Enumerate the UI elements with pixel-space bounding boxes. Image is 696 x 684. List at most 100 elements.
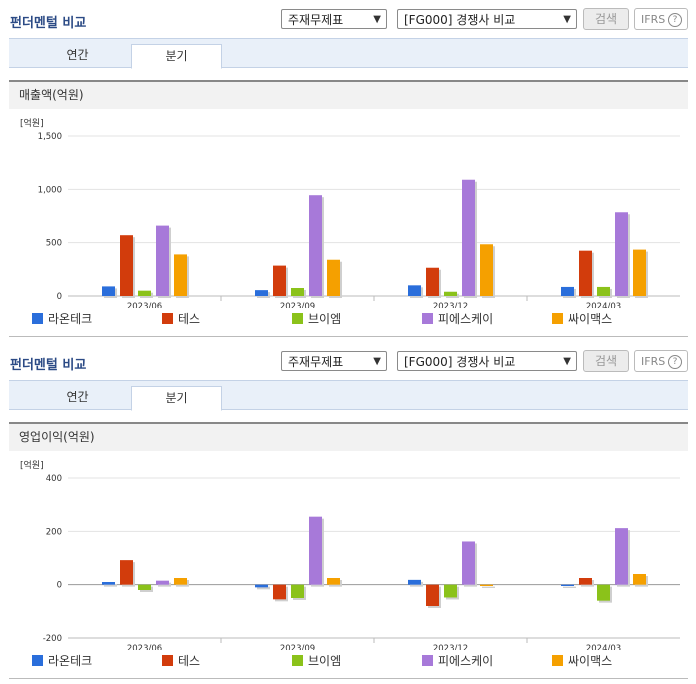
bar <box>633 249 646 296</box>
bar <box>138 290 151 296</box>
bar <box>561 286 574 296</box>
x-tick-label: 2024/03 <box>586 302 621 308</box>
bar <box>462 541 475 585</box>
comparison-select[interactable]: [FG000] 경쟁사 비교 ▼ <box>397 351 577 371</box>
chevron-down-icon: ▼ <box>373 356 381 367</box>
y-tick-label: 1,000 <box>38 185 62 195</box>
legend-label: 피에스케이 <box>438 312 494 326</box>
y-unit-label: [억원] <box>20 117 44 129</box>
search-button[interactable]: 검색 <box>583 350 629 372</box>
period-tabs: 연간 분기 <box>9 38 688 69</box>
bar <box>273 265 286 296</box>
operating-profit-panel: 펀더멘털 비교 주재무제표 ▼ [FG000] 경쟁사 비교 ▼ 검색 IFRS? … <box>0 342 696 684</box>
chart-legend: 라온테크 테스 브이엠 피에스케이 싸이맥스 <box>0 310 696 330</box>
legend-label: 라온테크 <box>48 654 93 668</box>
legend-item[interactable]: 라온테크 <box>32 312 92 326</box>
x-tick-label: 2023/06 <box>127 644 162 650</box>
legend-swatch <box>292 313 303 324</box>
bar-shadow <box>563 586 576 588</box>
bar <box>156 580 169 585</box>
y-tick-label: 0 <box>57 581 62 591</box>
bar <box>597 584 610 601</box>
bar-shadow <box>257 586 270 590</box>
bar-shadow <box>482 586 495 588</box>
bar <box>408 285 421 296</box>
statement-select-value: 주재무제표 <box>288 13 344 27</box>
legend-label: 싸이맥스 <box>568 654 613 668</box>
bar <box>309 516 322 585</box>
tab-annual[interactable]: 연간 <box>66 390 89 404</box>
y-tick-label: 400 <box>46 474 62 484</box>
legend-label: 브이엠 <box>308 654 342 668</box>
legend-item[interactable]: 브이엠 <box>292 312 341 326</box>
bar <box>102 582 115 585</box>
legend-label: 피에스케이 <box>438 654 494 668</box>
ifrs-help-button[interactable]: IFRS? <box>634 8 688 30</box>
legend-item[interactable]: 테스 <box>162 312 200 326</box>
ifrs-label: IFRS <box>641 13 666 26</box>
search-button[interactable]: 검색 <box>583 8 629 30</box>
bar <box>444 291 457 296</box>
bar <box>156 225 169 296</box>
bar <box>426 584 439 606</box>
bar <box>309 195 322 296</box>
y-tick-label: 200 <box>46 527 62 537</box>
panel-title: 펀더멘털 비교 <box>10 16 87 31</box>
bar <box>633 574 646 585</box>
chevron-down-icon: ▼ <box>563 356 571 367</box>
ifrs-help-button[interactable]: IFRS? <box>634 350 688 372</box>
y-tick-label: 1,500 <box>38 132 62 142</box>
legend-item[interactable]: 브이엠 <box>292 654 341 668</box>
revenue-panel: 펀더멘털 비교 주재무제표 ▼ [FG000] 경쟁사 비교 ▼ 검색 IFRS? … <box>0 8 696 337</box>
bar <box>579 250 592 296</box>
bar <box>273 584 286 600</box>
revenue-chart: [억원] 0 500 1,000 1,500 2023/06 2023/09 2023/12 2… <box>20 117 680 308</box>
bar <box>327 259 340 296</box>
x-tick-label: 2024/03 <box>586 644 621 650</box>
bar <box>291 584 304 598</box>
legend-item[interactable]: 라온테크 <box>32 654 92 668</box>
comparison-select[interactable]: [FG000] 경쟁사 비교 ▼ <box>397 9 577 29</box>
x-tick-label: 2023/09 <box>280 644 315 650</box>
bar-shadow <box>158 582 171 587</box>
legend-label: 싸이맥스 <box>568 312 613 326</box>
legend-label: 테스 <box>178 654 201 668</box>
legend-item[interactable]: 피에스케이 <box>422 312 493 326</box>
x-tick-label: 2023/06 <box>127 302 162 308</box>
operating-profit-chart: [억원] -200 0 200 400 2023/06 2023/09 2023/12 2024… <box>20 459 680 650</box>
x-tick-label: 2023/09 <box>280 302 315 308</box>
bar <box>255 290 268 296</box>
y-tick-label: 500 <box>46 239 62 249</box>
tab-annual[interactable]: 연간 <box>66 48 89 62</box>
y-tick-label: -200 <box>43 634 62 644</box>
legend-swatch <box>292 655 303 666</box>
bar <box>579 578 592 585</box>
legend-swatch <box>162 655 173 666</box>
bar <box>327 578 340 585</box>
comparison-select-value: [FG000] 경쟁사 비교 <box>404 355 516 369</box>
statement-select[interactable]: 주재무제표 ▼ <box>281 9 387 29</box>
divider <box>9 678 688 679</box>
bar <box>174 254 187 296</box>
divider <box>9 336 688 337</box>
legend-item[interactable]: 싸이맥스 <box>552 654 612 668</box>
bar <box>138 584 151 590</box>
legend-swatch <box>552 655 563 666</box>
legend-item[interactable]: 피에스케이 <box>422 654 493 668</box>
x-tick-label: 2023/12 <box>433 302 468 308</box>
chart-title: 매출액(억원) <box>9 80 688 109</box>
chart-legend: 라온테크 테스 브이엠 피에스케이 싸이맥스 <box>0 652 696 672</box>
tab-quarterly[interactable]: 분기 <box>131 44 222 69</box>
bar <box>408 579 421 585</box>
bar <box>291 288 304 296</box>
legend-swatch <box>32 313 43 324</box>
bar <box>120 235 133 296</box>
legend-item[interactable]: 싸이맥스 <box>552 312 612 326</box>
legend-swatch <box>422 655 433 666</box>
chart-title: 영업이익(억원) <box>9 422 688 451</box>
legend-item[interactable]: 테스 <box>162 654 200 668</box>
ifrs-label: IFRS <box>641 355 666 368</box>
tab-quarterly[interactable]: 분기 <box>131 386 222 411</box>
statement-select[interactable]: 주재무제표 ▼ <box>281 351 387 371</box>
bar <box>480 584 493 586</box>
